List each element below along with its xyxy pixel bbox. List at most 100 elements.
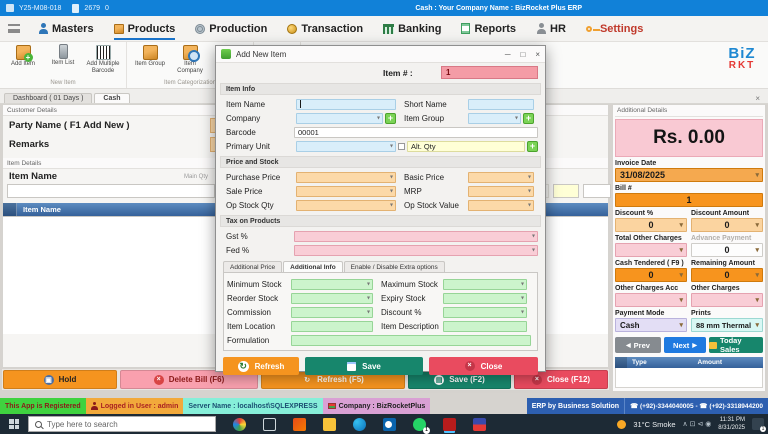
item-name-entry[interactable]: [7, 184, 215, 198]
menu-banking[interactable]: Banking: [381, 16, 443, 41]
item-number-field[interactable]: 1: [441, 66, 538, 79]
start-button[interactable]: [0, 414, 28, 434]
server-name-status: Server Name : localhost\SQLEXPRESS: [183, 398, 323, 414]
item-company-button[interactable]: Item Company: [172, 44, 208, 79]
item-list-button[interactable]: Item List: [45, 44, 81, 79]
mrp-select[interactable]: [468, 185, 534, 197]
system-tray-icons[interactable]: ∧ ⊡ ⊲ ◉: [682, 421, 712, 428]
commission-select[interactable]: [291, 306, 373, 318]
item-location-input[interactable]: [291, 320, 373, 332]
dialog-refresh-button[interactable]: ↻ Refresh: [223, 357, 299, 375]
purchase-price-select[interactable]: [296, 171, 396, 183]
hold-button[interactable]: ▣ Hold: [3, 370, 117, 389]
expiry-stock-select[interactable]: [443, 292, 527, 304]
tab-dashboard[interactable]: Dashboard ( 01 Days ): [4, 93, 93, 103]
game-icon[interactable]: [233, 417, 246, 431]
minimum-stock-select[interactable]: [291, 278, 373, 290]
add-multiple-barcode-button[interactable]: Add Multiple Barcode: [85, 44, 121, 79]
company-select[interactable]: [296, 112, 383, 124]
payment-mode-select[interactable]: Cash: [615, 318, 687, 332]
type-column-header: Type: [632, 359, 647, 366]
qty-entry[interactable]: [553, 184, 579, 198]
weather-status[interactable]: 31°C Smoke: [633, 419, 676, 429]
battery-icon: [72, 3, 80, 13]
office-icon[interactable]: [293, 417, 306, 431]
invoice-date-select[interactable]: 31/08/2025: [615, 168, 763, 182]
invoice-date-label: Invoice Date: [615, 160, 657, 167]
dialog-save-button[interactable]: Save: [305, 357, 423, 375]
add-item-icon: +: [15, 45, 33, 62]
discount-select[interactable]: [443, 306, 527, 318]
close-icon[interactable]: ×: [535, 49, 540, 59]
file-explorer-icon[interactable]: [323, 417, 336, 431]
rate-entry[interactable]: [583, 184, 611, 198]
tab-cash[interactable]: Cash: [94, 93, 130, 103]
add-item-group-button[interactable]: +: [523, 112, 534, 124]
op-stock-qty-select[interactable]: [296, 199, 396, 211]
discount-pct-select[interactable]: 0: [615, 218, 687, 232]
notification-icon[interactable]: 1: [752, 418, 766, 432]
cash-tendered-select[interactable]: 0: [615, 268, 687, 282]
next-button[interactable]: Next ▶: [664, 337, 706, 353]
item-description-input[interactable]: [443, 320, 527, 332]
taskbar-search[interactable]: Type here to search: [28, 416, 216, 432]
whatsapp-icon[interactable]: 1: [413, 417, 430, 434]
menu-masters[interactable]: Masters: [36, 16, 96, 41]
basic-price-select[interactable]: [468, 171, 534, 183]
close-bill-button[interactable]: × Close (F12): [514, 370, 608, 389]
total-other-charges-select[interactable]: [615, 243, 687, 257]
hamburger-icon[interactable]: [8, 24, 20, 33]
sales-table-body[interactable]: [615, 368, 763, 388]
minimize-icon[interactable]: ─: [504, 49, 511, 59]
other-charges-acc-select[interactable]: [615, 293, 687, 307]
delete-icon: ×: [153, 374, 164, 385]
app-icon[interactable]: [473, 417, 486, 431]
dialog-close-button[interactable]: × Close: [429, 357, 538, 375]
add-company-button[interactable]: +: [385, 112, 396, 124]
menu-transaction[interactable]: Transaction: [285, 16, 365, 41]
primary-unit-select[interactable]: [296, 140, 396, 152]
active-app-icon[interactable]: [443, 417, 456, 431]
discount-amount-select[interactable]: 0: [691, 218, 763, 232]
outlook-icon[interactable]: [383, 417, 396, 431]
maximize-icon[interactable]: □: [520, 49, 526, 59]
menu-reports[interactable]: Reports: [459, 16, 518, 41]
formulation-input[interactable]: [291, 334, 531, 346]
menu-settings[interactable]: Settings: [584, 16, 645, 41]
task-view-icon[interactable]: [263, 417, 276, 431]
item-group-button[interactable]: Item Group: [132, 44, 168, 79]
tab-enable-disable-options[interactable]: Enable / Disable Extra options: [343, 261, 445, 272]
gst-select[interactable]: [294, 230, 538, 242]
bill-number-field[interactable]: 1: [615, 193, 763, 207]
bizrocket-logo: BiZ RKT: [720, 46, 764, 71]
tab-additional-price[interactable]: Additional Price: [223, 261, 283, 272]
item-description-label: Item Description: [381, 321, 439, 331]
op-stock-value-select[interactable]: [468, 199, 534, 211]
other-charges-select[interactable]: [691, 293, 763, 307]
edge-browser-icon[interactable]: [353, 417, 366, 431]
alt-qty-field[interactable]: Alt. Qty: [407, 140, 525, 152]
menu-production[interactable]: Production: [193, 16, 269, 41]
taskbar-clock[interactable]: 11:31 PM 8/31/2025: [718, 416, 745, 432]
item-group-select[interactable]: [468, 112, 521, 124]
barcode-input[interactable]: 00001: [294, 126, 538, 138]
menu-products[interactable]: Products: [112, 16, 178, 41]
item-name-input[interactable]: [296, 98, 396, 110]
notification-badge: 1: [760, 426, 766, 432]
remaining-amount-select[interactable]: 0: [691, 268, 763, 282]
maximum-stock-select[interactable]: [443, 278, 527, 290]
reorder-stock-select[interactable]: [291, 292, 373, 304]
menu-hr[interactable]: HR: [534, 16, 568, 41]
add-unit-button[interactable]: +: [527, 140, 538, 152]
short-name-input[interactable]: [468, 98, 534, 110]
prints-select[interactable]: 88 mm Thermal: [691, 318, 763, 332]
advance-payment-select[interactable]: 0: [691, 243, 763, 257]
fed-select[interactable]: [294, 244, 538, 256]
prev-button[interactable]: ◀ Prev: [615, 337, 661, 353]
sale-price-select[interactable]: [296, 185, 396, 197]
tab-close-icon[interactable]: ×: [755, 94, 760, 103]
today-sales-button[interactable]: Today Sales: [709, 336, 763, 354]
tab-additional-info[interactable]: Additional Info: [283, 261, 343, 272]
alt-qty-checkbox[interactable]: [398, 142, 405, 150]
add-item-button[interactable]: + Add Item: [5, 44, 41, 79]
